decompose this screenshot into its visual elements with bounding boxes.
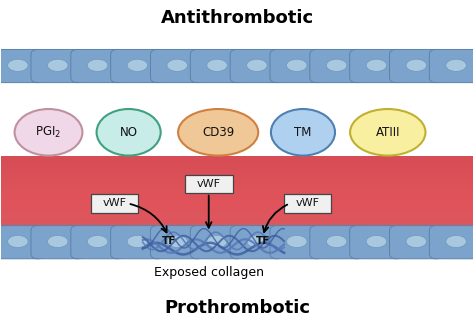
Bar bbox=[1, 171, 473, 175]
Ellipse shape bbox=[87, 59, 108, 71]
FancyBboxPatch shape bbox=[230, 50, 283, 82]
Ellipse shape bbox=[167, 59, 188, 71]
FancyBboxPatch shape bbox=[429, 50, 474, 82]
Ellipse shape bbox=[207, 59, 228, 71]
Text: PGI$_2$: PGI$_2$ bbox=[36, 125, 62, 140]
Ellipse shape bbox=[327, 235, 347, 247]
Ellipse shape bbox=[366, 235, 387, 247]
Bar bbox=[1, 162, 473, 166]
Text: Antithrombotic: Antithrombotic bbox=[160, 9, 314, 27]
Bar bbox=[1, 215, 473, 219]
Text: TF: TF bbox=[162, 236, 176, 246]
FancyBboxPatch shape bbox=[71, 50, 124, 82]
Bar bbox=[1, 212, 473, 216]
Ellipse shape bbox=[350, 109, 426, 156]
Ellipse shape bbox=[286, 235, 307, 247]
Text: Prothrombotic: Prothrombotic bbox=[164, 299, 310, 317]
Text: NO: NO bbox=[119, 126, 137, 139]
Text: Exposed collagen: Exposed collagen bbox=[154, 266, 264, 279]
Bar bbox=[1, 169, 473, 172]
FancyBboxPatch shape bbox=[270, 226, 324, 259]
Bar bbox=[1, 234, 473, 238]
Ellipse shape bbox=[271, 109, 335, 156]
Text: vWF: vWF bbox=[296, 199, 319, 208]
FancyBboxPatch shape bbox=[310, 226, 364, 259]
Ellipse shape bbox=[327, 59, 347, 71]
Ellipse shape bbox=[406, 235, 427, 247]
Bar bbox=[1, 231, 473, 235]
FancyBboxPatch shape bbox=[191, 50, 244, 82]
Ellipse shape bbox=[246, 59, 267, 71]
Bar bbox=[1, 218, 473, 222]
Text: CD39: CD39 bbox=[202, 126, 234, 139]
Ellipse shape bbox=[167, 235, 188, 247]
Bar bbox=[1, 193, 473, 197]
Bar bbox=[1, 240, 473, 244]
FancyBboxPatch shape bbox=[0, 226, 45, 259]
Ellipse shape bbox=[366, 59, 387, 71]
Bar bbox=[1, 165, 473, 169]
Bar bbox=[1, 197, 473, 200]
Ellipse shape bbox=[246, 235, 267, 247]
FancyBboxPatch shape bbox=[91, 194, 138, 213]
FancyBboxPatch shape bbox=[310, 50, 364, 82]
Bar bbox=[1, 246, 473, 250]
Bar bbox=[1, 221, 473, 225]
FancyBboxPatch shape bbox=[31, 50, 84, 82]
Bar bbox=[1, 181, 473, 185]
FancyBboxPatch shape bbox=[31, 226, 84, 259]
FancyBboxPatch shape bbox=[150, 50, 204, 82]
Bar bbox=[1, 190, 473, 194]
FancyBboxPatch shape bbox=[71, 226, 124, 259]
Text: TF: TF bbox=[256, 236, 270, 246]
FancyBboxPatch shape bbox=[110, 226, 164, 259]
Ellipse shape bbox=[47, 59, 68, 71]
Bar bbox=[1, 187, 473, 191]
Bar bbox=[1, 159, 473, 163]
FancyBboxPatch shape bbox=[390, 226, 443, 259]
FancyBboxPatch shape bbox=[429, 226, 474, 259]
Ellipse shape bbox=[207, 235, 228, 247]
Ellipse shape bbox=[87, 235, 108, 247]
FancyBboxPatch shape bbox=[150, 226, 204, 259]
FancyBboxPatch shape bbox=[0, 50, 45, 82]
Bar bbox=[1, 225, 473, 229]
Ellipse shape bbox=[15, 109, 82, 156]
FancyBboxPatch shape bbox=[390, 50, 443, 82]
FancyBboxPatch shape bbox=[270, 50, 324, 82]
Ellipse shape bbox=[127, 235, 147, 247]
Ellipse shape bbox=[446, 59, 466, 71]
Bar bbox=[1, 156, 473, 160]
Ellipse shape bbox=[47, 235, 68, 247]
Bar bbox=[1, 178, 473, 182]
Bar bbox=[1, 209, 473, 213]
Bar bbox=[1, 206, 473, 210]
Ellipse shape bbox=[446, 235, 466, 247]
Ellipse shape bbox=[8, 59, 28, 71]
Text: vWF: vWF bbox=[102, 199, 127, 208]
Bar bbox=[1, 244, 473, 247]
Bar bbox=[1, 184, 473, 188]
Text: vWF: vWF bbox=[197, 179, 221, 189]
Bar bbox=[1, 203, 473, 207]
FancyBboxPatch shape bbox=[284, 194, 331, 213]
Ellipse shape bbox=[406, 59, 427, 71]
FancyBboxPatch shape bbox=[185, 175, 233, 193]
Ellipse shape bbox=[127, 59, 147, 71]
FancyBboxPatch shape bbox=[110, 50, 164, 82]
FancyBboxPatch shape bbox=[350, 226, 403, 259]
Bar bbox=[1, 175, 473, 178]
Ellipse shape bbox=[97, 109, 161, 156]
FancyBboxPatch shape bbox=[191, 226, 244, 259]
Ellipse shape bbox=[8, 235, 28, 247]
Text: TM: TM bbox=[294, 126, 312, 139]
FancyBboxPatch shape bbox=[230, 226, 283, 259]
Ellipse shape bbox=[178, 109, 258, 156]
Bar bbox=[1, 237, 473, 241]
Text: ATIII: ATIII bbox=[375, 126, 400, 139]
Bar bbox=[1, 228, 473, 231]
Ellipse shape bbox=[286, 59, 307, 71]
Bar bbox=[1, 200, 473, 203]
FancyBboxPatch shape bbox=[350, 50, 403, 82]
